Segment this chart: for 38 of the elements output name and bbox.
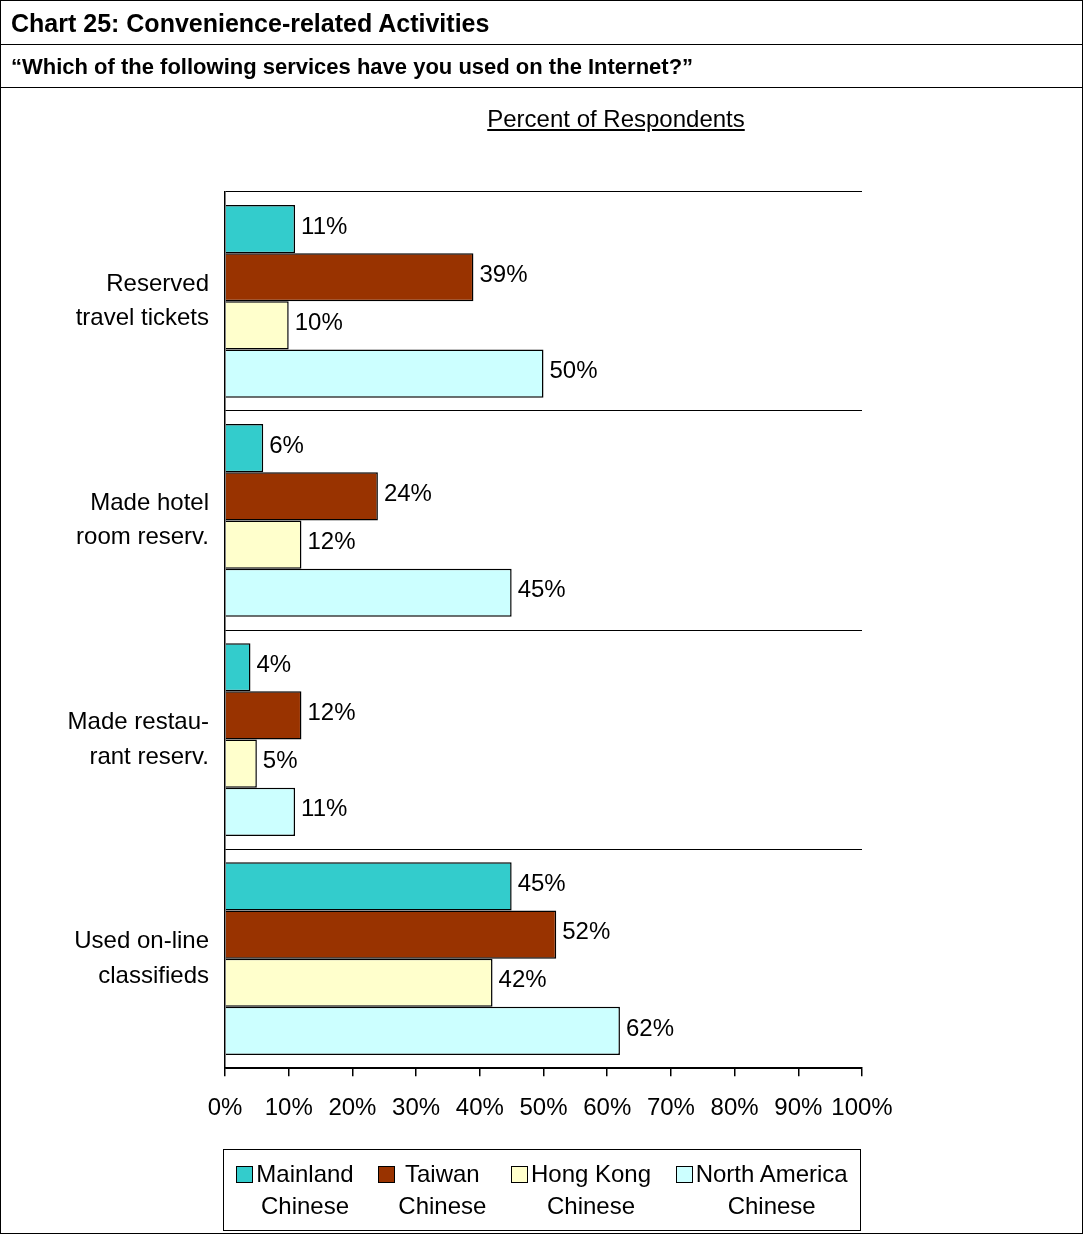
x-tick-label: 0%	[207, 1093, 243, 1121]
data-label: 52%	[562, 917, 611, 945]
x-tick-label: 10%	[264, 1093, 313, 1121]
y-tick-label: Made restau-rant reserv.	[67, 706, 209, 769]
x-axis-title: Percent of Respondents	[486, 105, 746, 133]
data-label: 5%	[262, 746, 298, 774]
legend-label: Hong Kong Chinese	[530, 1159, 652, 1221]
data-label: 6%	[269, 430, 304, 458]
chart-title: Chart 25: Convenience-related Activities	[1, 1, 1082, 45]
data-label: 62%	[625, 1013, 674, 1041]
x-tick-label: 50%	[519, 1093, 568, 1121]
x-tick-label: 90%	[774, 1093, 823, 1121]
x-tick-label: 20%	[328, 1093, 377, 1121]
data-label: 11%	[301, 211, 348, 239]
x-tick-label: 60%	[583, 1093, 632, 1121]
legend-label: Mainland Chinese	[256, 1159, 354, 1221]
data-label: 45%	[517, 575, 566, 603]
data-label: 42%	[498, 965, 547, 993]
y-tick-label: Reserved travel tickets	[75, 268, 209, 331]
chart-subtitle: “Which of the following services have you used on the Internet?”	[1, 45, 1082, 88]
x-tick-label: 30%	[392, 1093, 441, 1121]
legend-label: Taiwan Chinese	[398, 1159, 487, 1221]
legend-label: North America Chinese	[695, 1159, 848, 1221]
data-label: 12%	[307, 527, 356, 555]
y-tick-label: Used on-line classifieds	[74, 925, 209, 988]
x-tick-label: 40%	[455, 1093, 504, 1121]
y-tick-label: Made hotel room reserv.	[76, 487, 209, 550]
data-label: 50%	[549, 356, 598, 384]
data-label: 24%	[383, 478, 432, 506]
data-label: 12%	[307, 698, 356, 726]
x-tick-label: 100%	[831, 1093, 893, 1121]
data-label: 39%	[479, 259, 528, 287]
x-tick-label: 80%	[710, 1093, 759, 1121]
data-label: 45%	[517, 868, 566, 896]
data-label: 10%	[294, 308, 343, 336]
data-label: 4%	[256, 649, 292, 677]
x-tick-label: 70%	[646, 1093, 695, 1121]
data-label: 11%	[301, 794, 348, 822]
